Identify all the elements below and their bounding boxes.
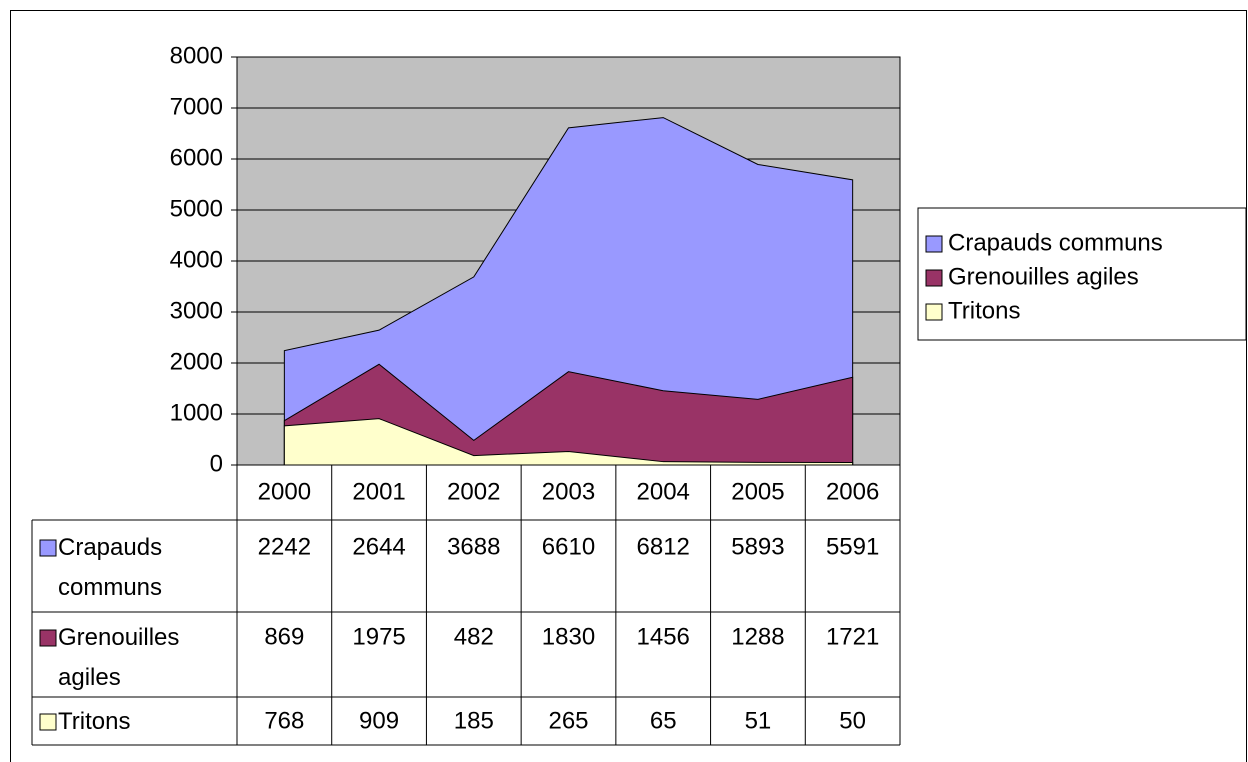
x-tick-label: 2005 <box>731 478 784 505</box>
table-value: 1830 <box>542 623 595 650</box>
y-tick-label: 3000 <box>170 297 223 324</box>
y-tick-label: 5000 <box>170 195 223 222</box>
x-tick-label: 2001 <box>352 478 405 505</box>
table-value: 909 <box>359 707 399 734</box>
y-tick-label: 8000 <box>170 42 223 69</box>
table-value: 2644 <box>352 533 405 560</box>
y-tick-label: 0 <box>210 450 223 477</box>
table-value: 768 <box>264 707 304 734</box>
y-tick-label: 1000 <box>170 399 223 426</box>
table-value: 1975 <box>352 623 405 650</box>
x-tick-label: 2006 <box>826 478 879 505</box>
table-value: 185 <box>454 707 494 734</box>
area <box>283 418 854 466</box>
table-value: 265 <box>548 707 588 734</box>
table-value: 1456 <box>637 623 690 650</box>
x-tick-label: 2003 <box>542 478 595 505</box>
table-value: 869 <box>264 623 304 650</box>
area <box>283 117 854 466</box>
table-value: 50 <box>839 707 866 734</box>
x-tick-label: 2004 <box>637 478 690 505</box>
table-value: 6812 <box>637 533 690 560</box>
table-value: 2242 <box>258 533 311 560</box>
table-value: 65 <box>650 707 677 734</box>
table-swatch <box>39 629 57 647</box>
y-tick-label: 6000 <box>170 144 223 171</box>
legend-label: Crapauds communs <box>948 229 1163 256</box>
legend-box <box>917 207 1247 341</box>
table-swatch <box>39 713 57 731</box>
legend-swatch <box>925 269 943 287</box>
legend-swatch <box>925 235 943 253</box>
table-value: 1721 <box>826 623 879 650</box>
table-value: 3688 <box>447 533 500 560</box>
y-tick-label: 7000 <box>170 93 223 120</box>
table-value: 482 <box>454 623 494 650</box>
table-value: 5591 <box>826 533 879 560</box>
x-tick-label: 2002 <box>447 478 500 505</box>
legend-label: Tritons <box>948 297 1020 324</box>
table-value: 6610 <box>542 533 595 560</box>
table-row-header: Grenouilles agiles <box>58 624 180 691</box>
x-tick-label: 2000 <box>258 478 311 505</box>
table-swatch <box>39 539 57 557</box>
chart-border <box>10 10 1247 762</box>
legend-label: Grenouilles agiles <box>948 263 1139 290</box>
legend-swatch <box>925 303 943 321</box>
table-value: 51 <box>745 707 772 734</box>
y-tick-label: 4000 <box>170 246 223 273</box>
table-row-header: Tritons <box>58 708 131 735</box>
y-tick-label: 2000 <box>170 348 223 375</box>
table-value: 5893 <box>731 533 784 560</box>
table-value: 1288 <box>731 623 784 650</box>
table-row-header: Crapauds communs <box>58 534 163 601</box>
